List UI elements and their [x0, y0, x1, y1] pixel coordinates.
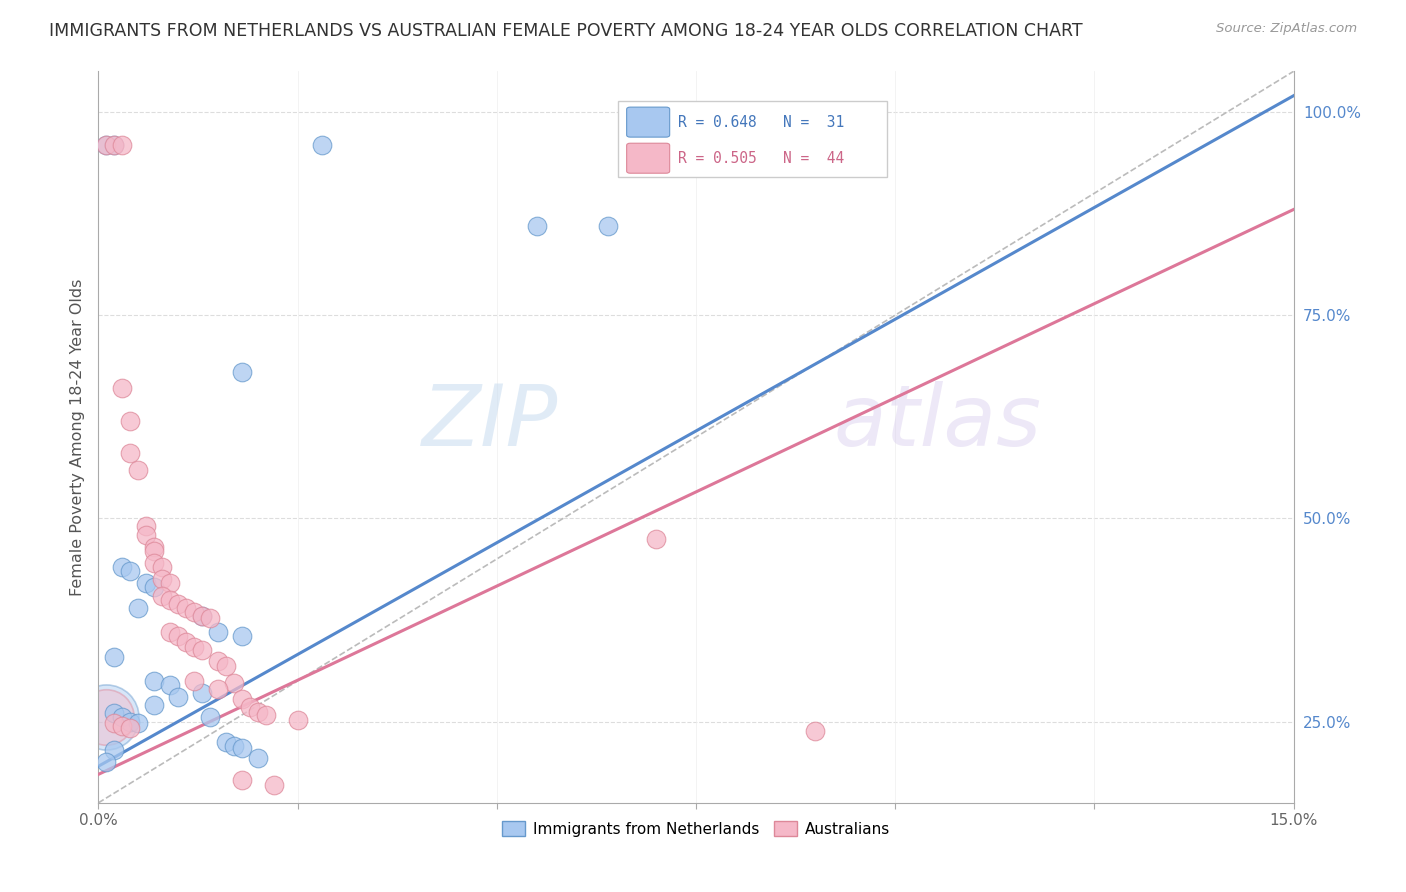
Point [239, 699, 262, 714]
Point [598, 219, 620, 233]
Point [231, 365, 253, 379]
Text: R = 0.505   N =  44: R = 0.505 N = 44 [678, 151, 844, 166]
Point [191, 608, 214, 623]
Point [263, 778, 285, 792]
Point [174, 635, 197, 649]
Point [159, 625, 181, 640]
Point [96, 137, 118, 152]
Point [222, 739, 245, 753]
Point [159, 678, 181, 692]
Text: ZIP: ZIP [422, 381, 558, 464]
Text: Source: ZipAtlas.com: Source: ZipAtlas.com [1216, 22, 1357, 36]
Point [143, 698, 166, 713]
Point [150, 589, 173, 603]
Point [111, 560, 134, 574]
Point [143, 673, 166, 688]
Point [103, 137, 125, 152]
Point [207, 681, 229, 696]
Point [103, 706, 125, 721]
Point [143, 556, 166, 570]
Point [526, 219, 548, 233]
Point [143, 540, 166, 554]
Point [96, 755, 118, 769]
Point [96, 710, 118, 724]
Point [215, 659, 238, 673]
Point [120, 564, 142, 578]
Point [150, 560, 173, 574]
Point [207, 625, 229, 640]
Point [311, 137, 333, 152]
Point [191, 686, 214, 700]
Point [804, 724, 827, 739]
Point [222, 675, 245, 690]
Point [198, 610, 221, 624]
Text: atlas: atlas [834, 381, 1042, 464]
Point [183, 673, 205, 688]
Point [135, 576, 157, 591]
Point [143, 581, 166, 595]
Point [96, 710, 118, 724]
Point [120, 414, 142, 428]
Point [167, 629, 190, 643]
Point [143, 544, 166, 558]
Legend: Immigrants from Netherlands, Australians: Immigrants from Netherlands, Australians [496, 815, 896, 843]
FancyBboxPatch shape [619, 101, 887, 178]
Point [96, 137, 118, 152]
Text: IMMIGRANTS FROM NETHERLANDS VS AUSTRALIAN FEMALE POVERTY AMONG 18-24 YEAR OLDS C: IMMIGRANTS FROM NETHERLANDS VS AUSTRALIA… [49, 22, 1083, 40]
Point [191, 643, 214, 657]
Point [159, 592, 181, 607]
Point [111, 381, 134, 395]
Point [246, 705, 269, 719]
Point [111, 137, 134, 152]
Point [111, 718, 134, 732]
Point [183, 640, 205, 654]
Point [120, 714, 142, 729]
Point [127, 600, 149, 615]
Point [231, 772, 253, 787]
Point [174, 600, 197, 615]
Point [167, 597, 190, 611]
Point [150, 572, 173, 586]
Point [103, 716, 125, 731]
Point [231, 691, 253, 706]
Point [135, 519, 157, 533]
Point [103, 649, 125, 664]
Point [231, 740, 253, 755]
Point [103, 137, 125, 152]
Point [120, 446, 142, 460]
Point [183, 605, 205, 619]
Point [135, 527, 157, 541]
Point [120, 721, 142, 735]
Point [645, 532, 668, 546]
Point [198, 710, 221, 724]
Text: R = 0.648   N =  31: R = 0.648 N = 31 [678, 114, 844, 129]
Point [207, 654, 229, 668]
FancyBboxPatch shape [627, 107, 669, 137]
Point [127, 716, 149, 731]
Point [159, 576, 181, 591]
Point [167, 690, 190, 705]
FancyBboxPatch shape [627, 144, 669, 173]
Y-axis label: Female Poverty Among 18-24 Year Olds: Female Poverty Among 18-24 Year Olds [69, 278, 84, 596]
Point [231, 629, 253, 643]
Point [191, 608, 214, 623]
Point [103, 743, 125, 757]
Point [127, 462, 149, 476]
Point [215, 735, 238, 749]
Point [246, 751, 269, 765]
Point [254, 708, 277, 723]
Point [111, 710, 134, 724]
Point [287, 713, 309, 727]
